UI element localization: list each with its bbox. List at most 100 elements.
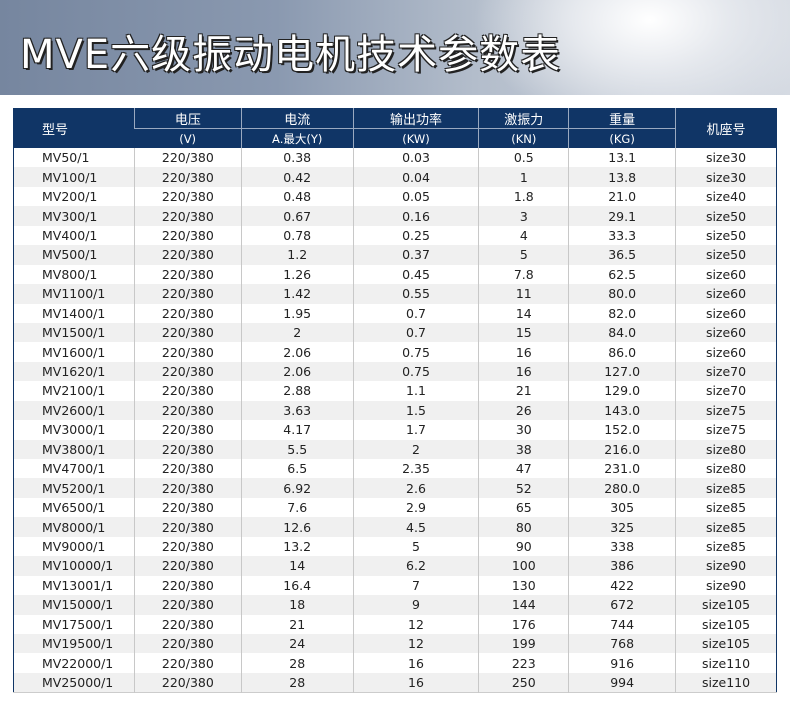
cell-weight: 231.0 bbox=[568, 459, 676, 479]
cell-force: 80 bbox=[478, 517, 569, 537]
cell-weight: 13.1 bbox=[568, 148, 676, 168]
cell-force: 38 bbox=[478, 439, 569, 459]
cell-weight: 80.0 bbox=[568, 284, 676, 304]
cell-power: 1.7 bbox=[352, 420, 479, 440]
cell-voltage: 220/380 bbox=[133, 614, 242, 634]
header-weight: 重量 bbox=[568, 108, 676, 129]
cell-force: 11 bbox=[478, 284, 569, 304]
cell-voltage: 220/380 bbox=[133, 420, 242, 440]
cell-power: 12 bbox=[352, 614, 479, 634]
cell-force: 15 bbox=[478, 322, 569, 343]
cell-power: 0.05 bbox=[352, 186, 479, 207]
cell-model: MV50/1 bbox=[42, 150, 90, 166]
cell-current: 0.38 bbox=[240, 148, 354, 168]
cell-weight: 33.3 bbox=[568, 225, 676, 246]
cell-frame: size90 bbox=[675, 575, 777, 596]
cell-weight: 325 bbox=[568, 517, 676, 537]
cell-current: 1.95 bbox=[240, 303, 354, 323]
cell-force: 14 bbox=[478, 303, 569, 323]
cell-voltage: 220/380 bbox=[133, 264, 242, 285]
cell-frame: size105 bbox=[675, 614, 777, 634]
cell-power: 0.25 bbox=[352, 225, 479, 246]
cell-force: 7.8 bbox=[478, 264, 569, 285]
cell-current: 16.4 bbox=[240, 575, 354, 596]
cell-force: 3 bbox=[478, 206, 569, 226]
cell-frame: size60 bbox=[675, 342, 777, 362]
cell-force: 199 bbox=[478, 633, 569, 654]
cell-current: 0.78 bbox=[240, 225, 354, 246]
cell-voltage: 220/380 bbox=[133, 633, 242, 654]
cell-weight: 768 bbox=[568, 633, 676, 654]
cell-model: MV800/1 bbox=[42, 266, 98, 282]
cell-power: 12 bbox=[352, 633, 479, 654]
table-row: MV4700/1 220/380 6.5 2.35 47 231.0 size80 bbox=[14, 459, 777, 479]
table-row: MV100/1 220/380 0.42 0.04 1 13.8 size30 bbox=[13, 167, 777, 187]
cell-current: 13.2 bbox=[240, 536, 354, 557]
cell-power: 0.03 bbox=[352, 148, 479, 168]
cell-power: 16 bbox=[352, 672, 479, 693]
cell-voltage: 220/380 bbox=[133, 361, 242, 382]
table-row: MV500/1 220/380 1.2 0.37 5 36.5 size50 bbox=[13, 245, 777, 265]
cell-frame: size30 bbox=[675, 167, 777, 187]
spec-table: 型号 电压 电流 输出功率 激振力 重量 机座号 (V) A.最大(Y) (KW… bbox=[13, 108, 777, 693]
cell-model: MV1620/1 bbox=[13, 361, 135, 382]
table-row: MV22000/1 220/380 28 16 223 916 size110 bbox=[14, 653, 777, 673]
cell-force: 52 bbox=[478, 478, 569, 498]
header-current-unit: A.最大(Y) bbox=[240, 128, 354, 148]
cell-model: MV9000/1 bbox=[42, 538, 106, 554]
cell-frame: size60 bbox=[675, 284, 777, 304]
header-voltage-unit: (V) bbox=[134, 128, 242, 148]
cell-frame: size110 bbox=[675, 653, 777, 673]
cell-model: MV2100/1 bbox=[42, 383, 106, 399]
cell-current: 21 bbox=[240, 614, 354, 634]
cell-voltage: 220/380 bbox=[133, 400, 242, 421]
header-frame: 机座号 bbox=[675, 108, 777, 148]
table-row: MV300/1 220/380 0.67 0.16 3 29.1 size50 bbox=[13, 206, 777, 226]
table-row: MV9000/1 220/380 13.2 5 90 338 size85 bbox=[14, 536, 777, 557]
cell-current: 2.88 bbox=[240, 381, 354, 401]
cell-power: 2.35 bbox=[352, 459, 479, 479]
cell-power: 0.75 bbox=[352, 342, 479, 362]
table-row: MV8000/1 220/380 12.6 4.5 80 325 size85 bbox=[13, 517, 777, 537]
cell-frame: size80 bbox=[675, 439, 777, 459]
page-title: MVE六级振动电机技术参数表 bbox=[20, 32, 562, 78]
cell-current: 1.2 bbox=[240, 245, 354, 265]
cell-voltage: 220/380 bbox=[133, 322, 242, 343]
cell-model: MV17500/1 bbox=[42, 616, 114, 632]
cell-current: 2.06 bbox=[240, 342, 354, 362]
cell-force: 16 bbox=[478, 342, 569, 362]
cell-frame: size50 bbox=[675, 206, 777, 226]
cell-voltage: 220/380 bbox=[133, 517, 242, 537]
cell-power: 0.75 bbox=[352, 361, 479, 382]
cell-voltage: 220/380 bbox=[133, 556, 242, 576]
cell-voltage: 220/380 bbox=[133, 497, 242, 518]
cell-voltage: 220/380 bbox=[133, 653, 242, 673]
cell-weight: 744 bbox=[568, 614, 676, 634]
cell-weight: 386 bbox=[568, 556, 676, 576]
cell-force: 65 bbox=[478, 497, 569, 518]
cell-model: MV22000/1 bbox=[42, 655, 114, 671]
table-row: MV5200/1 220/380 6.92 2.6 52 280.0 size85 bbox=[13, 478, 777, 498]
header-power: 输出功率 bbox=[352, 108, 479, 129]
header-voltage: 电压 bbox=[133, 108, 242, 129]
cell-frame: size70 bbox=[675, 381, 777, 401]
cell-force: 16 bbox=[478, 361, 569, 382]
table-row: MV3800/1 220/380 5.5 2 38 216.0 size80 bbox=[13, 439, 777, 459]
cell-frame: size90 bbox=[675, 556, 777, 576]
cell-frame: size70 bbox=[675, 361, 777, 382]
header-force-unit: (KN) bbox=[478, 128, 569, 148]
table-row: MV13001/1 220/380 16.4 7 130 422 size90 bbox=[14, 575, 777, 596]
cell-current: 5.5 bbox=[240, 439, 354, 459]
cell-current: 0.42 bbox=[240, 167, 354, 187]
cell-force: 130 bbox=[478, 575, 569, 596]
cell-current: 24 bbox=[240, 633, 354, 654]
cell-voltage: 220/380 bbox=[133, 342, 242, 362]
cell-force: 5 bbox=[478, 245, 569, 265]
cell-model: MV2600/1 bbox=[13, 400, 135, 421]
table-row: MV800/1 220/380 1.26 0.45 7.8 62.5 size60 bbox=[14, 264, 777, 285]
cell-power: 2 bbox=[352, 439, 479, 459]
cell-weight: 422 bbox=[568, 575, 676, 596]
cell-current: 1.26 bbox=[240, 264, 354, 285]
cell-model: MV500/1 bbox=[13, 245, 135, 265]
cell-weight: 672 bbox=[568, 595, 676, 615]
